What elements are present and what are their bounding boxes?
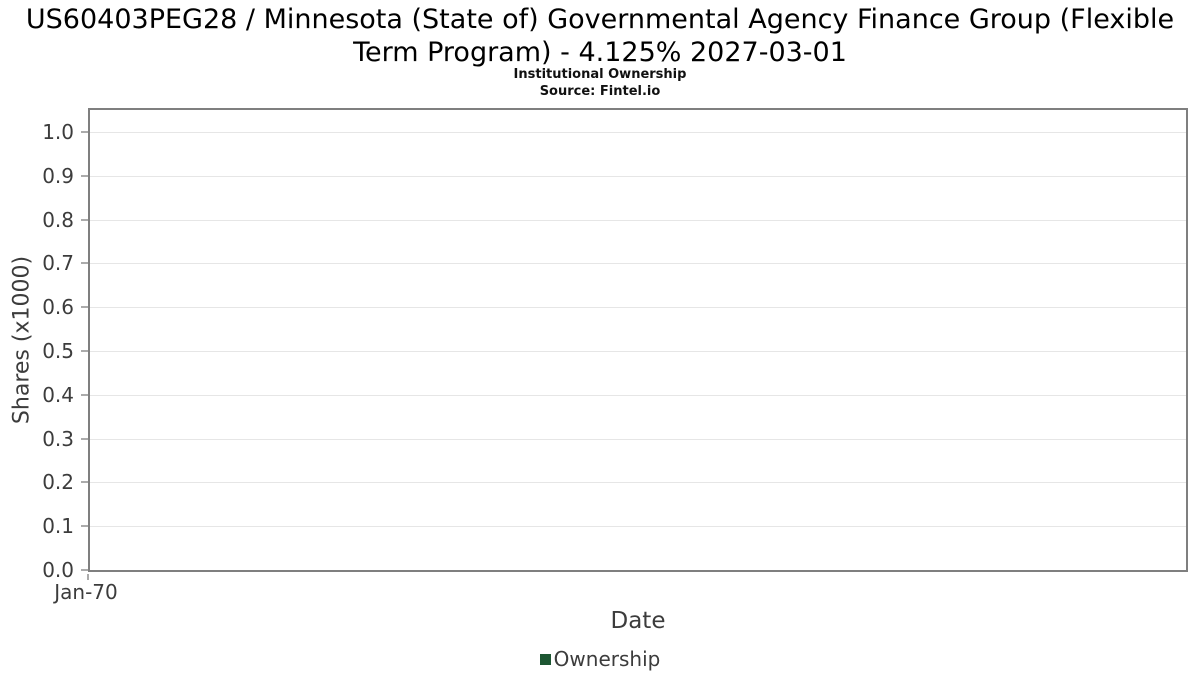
ownership-legend-swatch [539,653,551,665]
y-axis-tick-label: 0.3 [42,426,74,451]
y-axis-tick-label: 0.1 [42,514,74,539]
y-axis-tick-label: 0.5 [42,338,74,363]
gridline [90,482,1186,484]
gridline [90,350,1186,352]
y-axis-tick-mark [81,349,88,352]
gridline [90,438,1186,440]
y-axis-tick-mark [81,525,88,528]
y-axis-tick-mark [81,306,88,309]
chart-title: US60403PEG28 / Minnesota (State of) Gove… [0,3,1200,69]
gridline [90,307,1186,309]
y-axis-tick-label: 0.4 [42,382,74,407]
gridline [90,394,1186,396]
y-axis-tick-label: 0.9 [42,163,74,188]
gridline [90,526,1186,528]
gridline [90,175,1186,177]
y-axis-tick-mark [81,130,88,133]
y-axis-tick-mark [81,393,88,396]
y-axis-tick-mark [81,262,88,265]
x-axis-label: Date [610,608,666,634]
gridline [90,263,1186,265]
x-axis-tick-mark [87,574,89,580]
y-axis-tick-label: 0.2 [42,470,74,495]
y-axis-ticks: 0.0 0.1 0.2 0.3 0.4 0.5 0.6 0.7 0.8 0.9 1.0 [0,110,88,581]
y-axis-tick-label: 0.0 [42,558,74,582]
gridline [90,131,1186,133]
y-axis-tick-label: 0.8 [42,207,74,232]
y-axis-tick-label: 0.6 [42,295,74,320]
y-axis-tick-mark [81,174,88,177]
plot-area [88,108,1188,572]
chart-subtitle: Institutional Ownership [513,67,687,82]
y-axis-tick-mark [81,218,88,221]
gridline [90,219,1186,221]
chart-title-text: US60403PEG28 / Minnesota (State of) Gove… [25,4,1175,68]
y-axis-tick-mark [81,481,88,484]
y-axis-tick-label: 1.0 [42,119,74,144]
chart-legend: Ownership [0,647,1200,671]
chart-source: Source: Fintel.io [539,84,661,99]
ownership-legend-label: Ownership [553,647,661,671]
x-axis-tick-label: Jan-70 [54,580,118,604]
y-axis-tick-mark [81,569,88,571]
y-axis-tick-mark [81,437,88,440]
y-axis-tick-label: 0.7 [42,251,74,276]
